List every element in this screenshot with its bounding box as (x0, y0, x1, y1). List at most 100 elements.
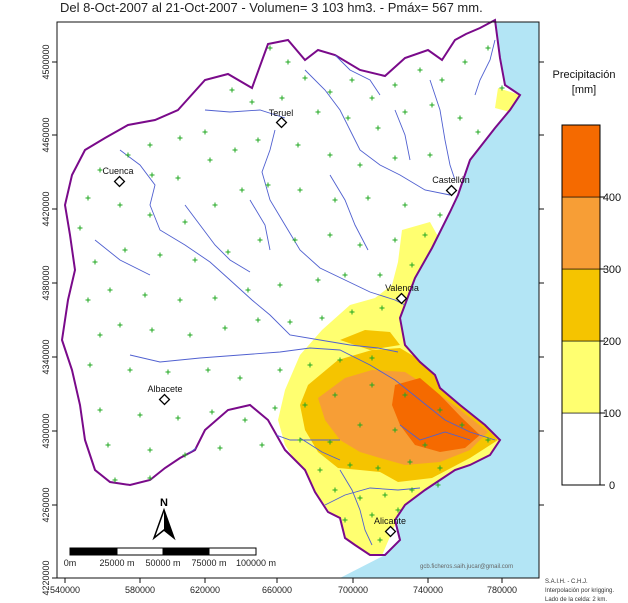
city-label: Albacete (147, 384, 182, 394)
city-castellon[interactable]: Castellón (432, 175, 470, 197)
station-marker-icon (292, 237, 298, 243)
station-marker-icon (147, 142, 153, 148)
x-tick-label: 660000 (262, 585, 292, 595)
legend-label: 200 (603, 336, 621, 348)
city-label: Valencia (385, 283, 419, 293)
y-tick-label: 4500000 (41, 44, 51, 79)
legend-label: 400 (603, 192, 621, 204)
station-marker-icon (239, 187, 245, 193)
station-marker-icon (332, 197, 338, 203)
station-marker-icon (327, 89, 333, 95)
station-marker-icon (332, 487, 338, 493)
station-marker-icon (459, 422, 465, 428)
north-arrow-icon: N (152, 497, 176, 541)
station-marker-icon (177, 297, 183, 303)
y-tick-label: 4380000 (41, 265, 51, 300)
station-marker-icon (379, 305, 385, 311)
station-marker-icon (375, 465, 381, 471)
station-marker-icon (209, 409, 215, 415)
station-marker-icon (499, 85, 505, 91)
station-marker-icon (147, 447, 153, 453)
station-marker-icon (92, 259, 98, 265)
station-marker-icon (357, 242, 363, 248)
legend-labels: 0 100 200 300 400 (600, 192, 621, 492)
station-marker-icon (207, 157, 213, 163)
x-tick-label: 620000 (190, 585, 220, 595)
station-marker-icon (402, 109, 408, 115)
station-marker-icon (437, 465, 443, 471)
station-marker-icon (255, 317, 261, 323)
station-marker-icon (217, 445, 223, 451)
station-marker-icon (382, 492, 388, 498)
y-tick-label: 4260000 (41, 487, 51, 522)
legend-swatch (561, 340, 601, 414)
legend-swatch (561, 196, 601, 270)
station-marker-icon (407, 459, 413, 465)
station-marker-icon (245, 287, 251, 293)
station-marker-icon (409, 262, 415, 268)
station-marker-icon (429, 102, 435, 108)
station-marker-icon (187, 332, 193, 338)
city-teruel[interactable]: Teruel (269, 108, 294, 129)
scale-label: 50000 m (145, 558, 180, 568)
station-marker-icon (277, 282, 283, 288)
x-tick-label: 700000 (338, 585, 368, 595)
station-marker-icon (175, 415, 181, 421)
station-marker-icon (402, 202, 408, 208)
station-marker-icon (327, 439, 333, 445)
email-credit: gcb.ficheros.saih.jucar@gmail.com (420, 564, 513, 570)
city-albacete[interactable]: Albacete (147, 384, 183, 406)
station-marker-icon (422, 232, 428, 238)
station-marker-icon (337, 357, 343, 363)
sea (340, 22, 539, 578)
station-marker-icon (297, 187, 303, 193)
station-marker-icon (177, 135, 183, 141)
city-valencia[interactable]: Valencia (385, 283, 419, 305)
footer-line: Lado de la celda: 2 km. (545, 597, 607, 603)
station-marker-icon (147, 212, 153, 218)
station-marker-icon (347, 462, 353, 468)
map-title: Del 8-Oct-2007 al 21-Oct-2007 - Volumen=… (60, 0, 483, 15)
station-marker-icon (272, 405, 278, 411)
station-marker-icon (357, 162, 363, 168)
station-marker-icon (125, 152, 131, 158)
station-marker-icon (297, 437, 303, 443)
station-marker-icon (457, 115, 463, 121)
station-marker-icon (175, 175, 181, 181)
station-marker-icon (149, 327, 155, 333)
station-marker-icon (212, 295, 218, 301)
station-marker-icon (417, 67, 423, 73)
station-marker-icon (435, 482, 441, 488)
station-marker-icon (112, 477, 118, 483)
city-alicante[interactable]: Alicante (374, 516, 406, 538)
station-marker-icon (117, 322, 123, 328)
station-marker-icon (165, 369, 171, 375)
station-marker-icon (365, 195, 371, 201)
station-marker-icon (249, 99, 255, 105)
station-marker-icon (277, 367, 283, 373)
stations (77, 45, 505, 543)
station-marker-icon (342, 517, 348, 523)
station-marker-icon (349, 77, 355, 83)
station-marker-icon (377, 537, 383, 543)
station-marker-icon (357, 422, 363, 428)
scale-bar: 0m 25000 m 50000 m 75000 m 100000 m (64, 547, 276, 568)
station-marker-icon (369, 512, 375, 518)
station-marker-icon (332, 392, 338, 398)
y-tick-label: 4340000 (41, 339, 51, 374)
station-marker-icon (225, 249, 231, 255)
station-marker-icon (317, 467, 323, 473)
legend-swatch (561, 412, 601, 486)
city-cuenca[interactable]: Cuenca (102, 166, 134, 188)
station-marker-icon (327, 152, 333, 158)
station-marker-icon (439, 77, 445, 83)
legend: Precipitación [mm] 0 100 200 300 400 (553, 69, 622, 492)
station-marker-icon (232, 147, 238, 153)
station-marker-icon (437, 407, 443, 413)
map-frame (56, 21, 540, 579)
station-marker-icon (392, 427, 398, 433)
station-marker-icon (255, 137, 261, 143)
station-marker-icon (259, 442, 265, 448)
city-label: Cuenca (102, 166, 133, 176)
legend-swatch (561, 268, 601, 342)
